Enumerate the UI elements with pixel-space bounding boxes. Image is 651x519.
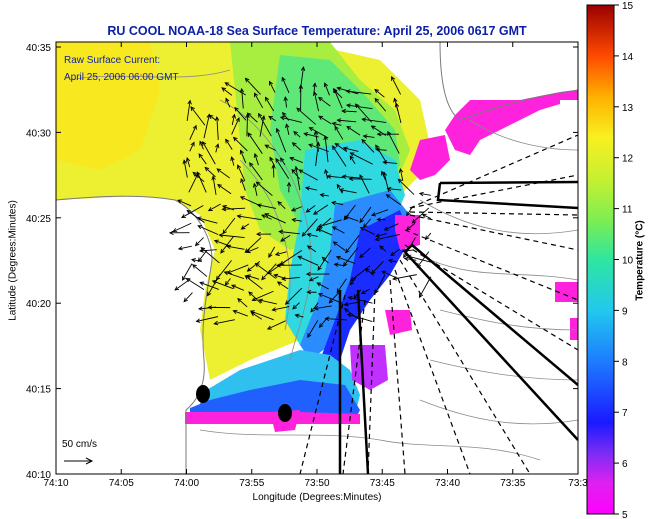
- colorbar-tick-label: 9: [622, 306, 628, 317]
- x-tick-label: 73:45: [370, 478, 395, 489]
- x-tick-label: 74:05: [109, 478, 134, 489]
- colorbar-tick-label: 8: [622, 357, 628, 368]
- y-tick-label: 40:35: [26, 43, 51, 54]
- scale-label: 50 cm/s: [62, 439, 97, 450]
- x-axis-label: Longitude (Degrees:Minutes): [252, 492, 382, 503]
- x-tick-label: 73:40: [435, 478, 460, 489]
- x-tick-label: 73:35: [500, 478, 525, 489]
- station-dot-icon: [278, 404, 292, 422]
- colorbar: [586, 4, 615, 515]
- colorbar-tick-label: 14: [622, 52, 634, 63]
- x-tick-label: 74:00: [174, 478, 199, 489]
- colorbar-tick-label: 13: [622, 103, 634, 114]
- colorbar-tick-label: 12: [622, 154, 634, 165]
- colorbar-tick-label: 5: [622, 510, 628, 519]
- y-axis: 40:35 40:30 40:25 40:20 40:15 40:10: [26, 43, 578, 481]
- x-tick-label: 74:10: [43, 478, 68, 489]
- x-tick-label: 73:50: [304, 478, 329, 489]
- station-dot-icon: [196, 385, 210, 403]
- legend-line-2: April 25, 2006 06:00 GMT: [64, 72, 179, 83]
- x-tick-label: 73:55: [239, 478, 264, 489]
- current-vectors: [168, 66, 432, 338]
- map-title: RU COOL NOAA-18 Sea Surface Temperature:…: [107, 24, 527, 38]
- x-tick-label: 73:3: [568, 478, 588, 489]
- y-axis-label: Latitude (Degrees:Minutes): [7, 200, 19, 321]
- colorbar-tick-label: 11: [622, 205, 633, 216]
- colorbar-ticks: 15 14 13 12 11 10 9 8 7 6 5: [614, 1, 634, 519]
- y-tick-label: 40:30: [26, 128, 51, 139]
- colorbar-tick-label: 15: [622, 1, 634, 12]
- y-tick-label: 40:25: [26, 214, 51, 225]
- colorbar-label: Temperature (°C): [634, 220, 646, 301]
- colorbar-tick-label: 7: [622, 408, 628, 419]
- y-tick-label: 40:15: [26, 385, 51, 396]
- colorbar-tick-label: 10: [622, 256, 634, 267]
- scale-arrow-icon: [64, 457, 94, 465]
- x-axis: 74:10 74:05 74:00 73:55 73:50 73:45 73:40 73:35…: [43, 42, 588, 489]
- y-tick-label: 40:20: [26, 299, 51, 310]
- legend-line-1: Raw Surface Current:: [64, 55, 160, 66]
- colorbar-tick-label: 6: [622, 459, 628, 470]
- y-tick-label: 40:10: [26, 470, 51, 481]
